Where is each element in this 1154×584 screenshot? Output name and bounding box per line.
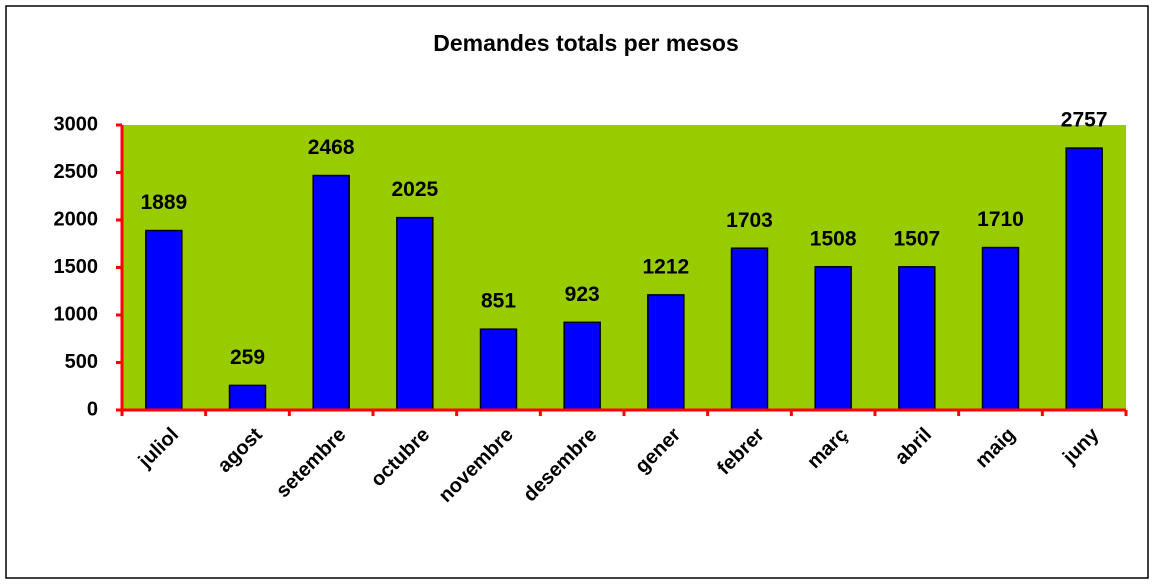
y-tick-label: 2000	[54, 208, 99, 230]
bar	[898, 266, 936, 411]
y-tick-label: 3000	[54, 113, 99, 135]
y-tick-label: 500	[65, 351, 98, 373]
data-label: 2468	[308, 136, 355, 159]
data-label: 1507	[893, 227, 940, 250]
bar	[981, 246, 1020, 411]
bar	[814, 265, 852, 411]
data-label: 923	[565, 283, 600, 306]
bar	[479, 328, 518, 411]
data-label: 1703	[726, 209, 773, 232]
bar	[1065, 147, 1103, 411]
bar	[312, 174, 350, 411]
y-tick-label: 2500	[54, 161, 99, 183]
plot-area	[122, 125, 1126, 410]
data-label: 1508	[810, 227, 857, 250]
data-label: 1212	[642, 255, 689, 278]
bar	[228, 384, 267, 411]
bar	[396, 216, 434, 411]
y-tick-label: 1000	[54, 303, 99, 325]
y-tick-label: 1500	[54, 256, 99, 278]
data-label: 2757	[1061, 109, 1108, 132]
data-label: 1889	[140, 191, 187, 214]
bar	[563, 321, 601, 411]
data-label: 1710	[977, 208, 1024, 231]
chart-title: Demandes totals per mesos	[433, 30, 739, 56]
bar	[145, 229, 183, 411]
data-label: 259	[230, 346, 265, 369]
y-tick-label: 0	[87, 398, 98, 420]
data-label: 851	[481, 290, 516, 313]
data-label: 2025	[391, 178, 438, 201]
bar	[730, 247, 769, 411]
bar	[647, 294, 685, 411]
